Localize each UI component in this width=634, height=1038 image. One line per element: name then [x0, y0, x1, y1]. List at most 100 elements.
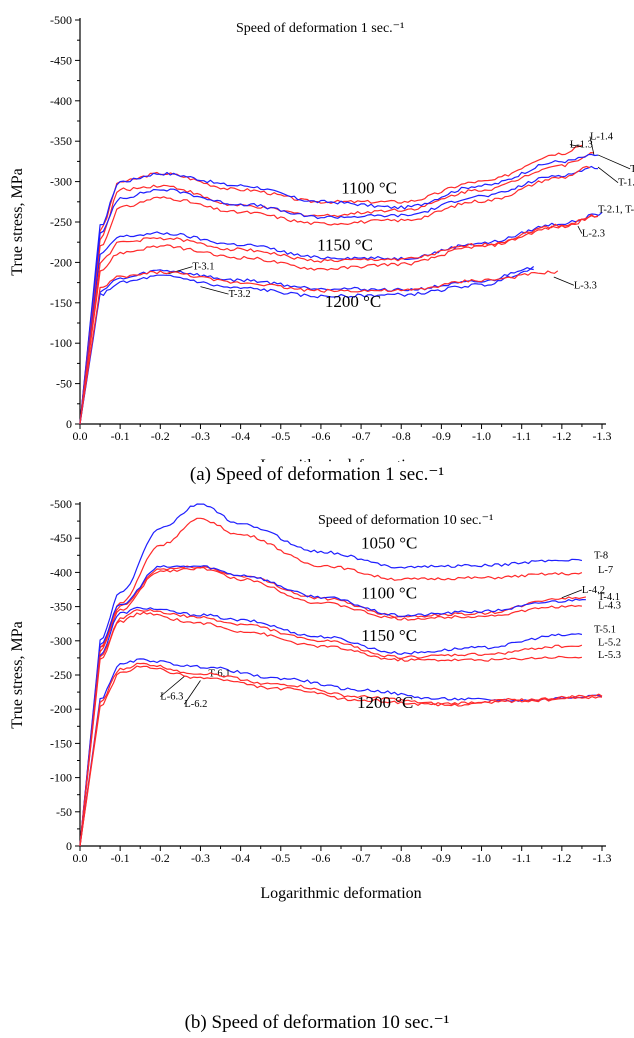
- curve-label: T-3.2: [229, 289, 251, 300]
- x-tick-label: -0.6: [311, 851, 330, 865]
- y-tick-label: -150: [50, 736, 72, 750]
- curve-label: L-3.3: [574, 280, 597, 291]
- x-tick-label: -1.0: [472, 851, 491, 865]
- y-axis-label: True stress, MPa: [9, 168, 26, 275]
- x-tick-label: -1.1: [512, 429, 531, 443]
- x-tick-label: -1.3: [593, 429, 612, 443]
- curve-label: L-7: [598, 565, 613, 576]
- curve-l-2-x: [79, 214, 599, 425]
- curve-l-6-2: [79, 665, 603, 847]
- curve-t-3-2: [79, 268, 534, 425]
- leader-line: [553, 276, 575, 286]
- curve-label: T-2.1, T-2.2: [598, 204, 634, 215]
- temperature-label: 1200 °C: [357, 693, 413, 712]
- x-tick-label: -0.7: [352, 429, 371, 443]
- curve-l-3-3: [79, 270, 559, 425]
- x-tick-label: -0.5: [271, 429, 290, 443]
- curve-l-5-2: [79, 609, 583, 847]
- curve-label: T-5.1: [594, 625, 616, 636]
- y-tick-label: -50: [56, 805, 72, 819]
- x-tick-label: -0.8: [392, 851, 411, 865]
- y-tick-label: -450: [50, 53, 72, 67]
- leader-line: [597, 166, 619, 183]
- x-tick-label: 0.0: [73, 429, 88, 443]
- curve-l-6-3: [79, 662, 603, 847]
- curve-label: T-3.1: [192, 262, 214, 273]
- chart-a: 0.0 -0.1 -0.2 -0.3 -0.4 -0.5 -0.6 -0.7 -0.8 -0.9 -…: [9, 13, 634, 462]
- curve-l-7: [79, 517, 583, 847]
- curve-label: L-1.4: [590, 132, 614, 143]
- temperature-label: 1150 °C: [361, 626, 417, 645]
- x-tick-label: -1.3: [593, 851, 612, 865]
- x-tick-label: -0.2: [151, 429, 170, 443]
- leader-line: [160, 676, 185, 697]
- x-tick-label: -0.4: [231, 429, 250, 443]
- x-tick-label: -0.8: [392, 429, 411, 443]
- y-tick-label: -100: [50, 771, 72, 785]
- curve-l-5-3: [79, 611, 583, 847]
- curve-t-4-1: [79, 565, 586, 847]
- curve-label: T-6.1: [208, 668, 230, 679]
- y-tick-label: -400: [50, 94, 72, 108]
- leader-line: [577, 225, 583, 234]
- x-tick-label: -1.0: [472, 429, 491, 443]
- y-tick-label: -500: [50, 13, 72, 27]
- curve-label: L-1.3: [570, 140, 593, 151]
- curve-label: L-6.3: [160, 692, 183, 703]
- curve-t-5-1: [79, 606, 583, 847]
- curve-label: L-5.3: [598, 650, 621, 661]
- curve-t-1-1: [79, 153, 599, 425]
- x-tick-label: -1.2: [552, 851, 571, 865]
- chart-b: 0.0 -0.1 -0.2 -0.3 -0.4 -0.5 -0.6 -0.7 -0.8 -0.9 -…: [9, 497, 621, 902]
- curve-label: L-4.3: [598, 601, 621, 612]
- y-axis-label: True stress, MPa: [9, 621, 26, 728]
- curve-label: L-4.2: [582, 585, 605, 596]
- y-tick-label: -400: [50, 565, 72, 579]
- curve-l-1-4: [79, 152, 595, 425]
- x-axis-label: Logarithmic deformation: [260, 457, 421, 462]
- curve-label: T-1.1: [630, 164, 634, 175]
- y-tick-label: -500: [50, 497, 72, 511]
- x-tick-label: -0.1: [111, 851, 130, 865]
- x-tick-label: -0.9: [432, 429, 451, 443]
- y-tick-label: -100: [50, 336, 72, 350]
- x-tick-label: -0.1: [111, 429, 130, 443]
- x-tick-label: -0.7: [352, 851, 371, 865]
- y-tick-label: -250: [50, 668, 72, 682]
- chart-title: Speed of deformation 10 sec.⁻¹: [318, 513, 493, 528]
- leader-line: [597, 154, 631, 170]
- temperature-label: 1200 °C: [325, 292, 381, 311]
- y-tick-label: -50: [56, 377, 72, 391]
- curve-label: L-5.2: [598, 638, 621, 649]
- curve-l-4-3: [79, 566, 582, 847]
- x-tick-label: -1.2: [552, 429, 571, 443]
- temperature-label: 1100 °C: [341, 179, 397, 198]
- y-tick-label: 0: [66, 839, 72, 853]
- y-tick-label: -200: [50, 702, 72, 716]
- y-tick-label: -450: [50, 531, 72, 545]
- leader-line: [184, 680, 201, 705]
- curve-t-6-1: [79, 658, 603, 847]
- temperature-label: 1150 °C: [317, 235, 373, 254]
- curve-l-1-3: [79, 144, 583, 425]
- leader-line: [200, 286, 229, 295]
- curve-l-1-x: [79, 165, 591, 425]
- y-tick-label: -350: [50, 600, 72, 614]
- curve-label: L-2.3: [582, 229, 605, 240]
- y-tick-label: -350: [50, 134, 72, 148]
- leader-line: [569, 144, 582, 148]
- x-tick-label: -0.3: [191, 851, 210, 865]
- y-tick-label: -150: [50, 296, 72, 310]
- curve-t-2-1-t-2-2: [79, 211, 603, 425]
- curve-t-3-1: [79, 266, 535, 425]
- curve-label: T-4.1: [598, 592, 620, 603]
- chart-title: Speed of deformation 1 sec.⁻¹: [236, 21, 404, 36]
- leader-line: [589, 136, 595, 156]
- y-tick-label: 0: [66, 417, 72, 431]
- x-tick-label: -0.4: [231, 851, 250, 865]
- x-tick-label: -0.9: [432, 851, 451, 865]
- y-tick-label: -300: [50, 175, 72, 189]
- y-tick-label: -200: [50, 255, 72, 269]
- caption-b: (b) Speed of deformation 10 sec.⁻¹: [184, 1012, 450, 1033]
- curve-label: T-8: [594, 551, 608, 562]
